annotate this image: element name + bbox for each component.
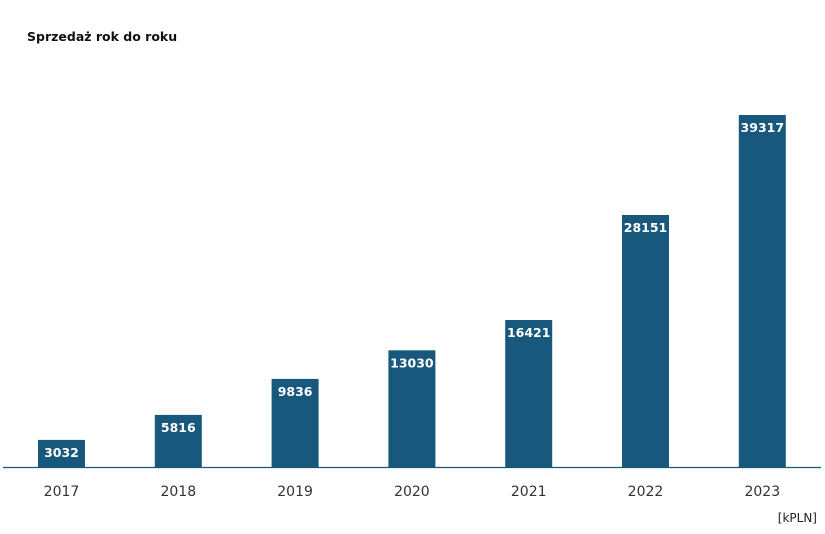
bar-2019 <box>271 378 319 467</box>
x-tick-labels-layer: 2017 2018 2019 2020 2021 2022 2023 <box>44 484 780 500</box>
x-tick-label-2017: 2017 <box>44 484 80 500</box>
bar-2021 <box>505 320 553 467</box>
x-tick-label-2022: 2022 <box>628 484 664 500</box>
data-label-2018: 5816 <box>161 420 196 435</box>
data-label-2023: 39317 <box>741 120 785 135</box>
unit-label: [kPLN] <box>777 511 817 525</box>
chart-title: Sprzedaż rok do roku <box>27 29 178 44</box>
x-tick-label-2019: 2019 <box>277 484 313 500</box>
x-tick-label-2023: 2023 <box>744 484 780 500</box>
bar-2023 <box>738 115 786 467</box>
x-tick-label-2018: 2018 <box>160 484 196 500</box>
x-tick-label-2021: 2021 <box>511 484 547 500</box>
data-labels-layer: 3032 5816 9836 13030 16421 28151 39317 <box>44 120 784 460</box>
bar-2022 <box>622 215 669 467</box>
bar-2018 <box>154 414 202 467</box>
data-label-2022: 28151 <box>624 220 668 235</box>
x-tick-label-2020: 2020 <box>394 484 430 500</box>
data-label-2017: 3032 <box>44 445 79 460</box>
bar-2020 <box>388 350 436 467</box>
bar-2017 <box>38 439 85 467</box>
data-label-2020: 13030 <box>390 355 434 370</box>
bars-layer <box>38 115 786 467</box>
data-label-2019: 9836 <box>278 384 313 399</box>
data-label-2021: 16421 <box>507 325 551 340</box>
